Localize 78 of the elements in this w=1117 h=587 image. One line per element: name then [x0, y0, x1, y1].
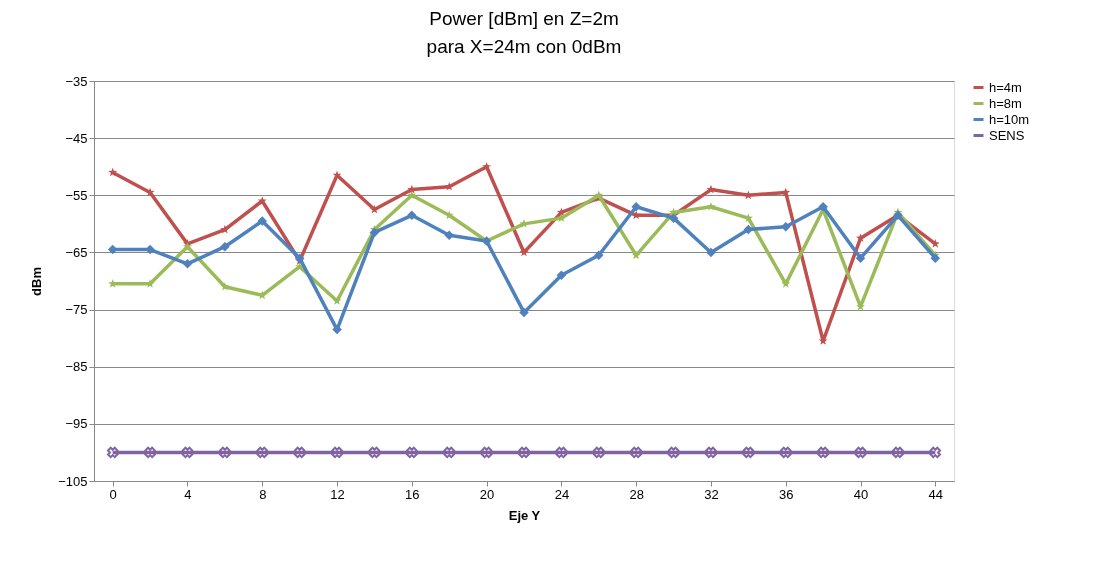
- legend-label: SENS: [989, 127, 1025, 143]
- x-tick-label: 8: [259, 486, 267, 502]
- point: [631, 201, 641, 212]
- y-tick-label: −85: [65, 359, 88, 375]
- point: [519, 247, 529, 257]
- x-axis-title: Eje Y: [508, 507, 541, 523]
- x-tick-label: 40: [853, 486, 869, 502]
- text: Power [dBm] en Z=2m: [429, 8, 619, 29]
- point: [144, 446, 156, 459]
- y-tick-label: −45: [65, 130, 88, 146]
- point: [220, 224, 230, 234]
- x-tick-label: 4: [184, 486, 192, 502]
- y-tick-label: −55: [65, 187, 88, 203]
- x-tick-label: 36: [779, 486, 794, 502]
- point: [930, 239, 940, 248]
- legend-label: h=8m: [989, 95, 1022, 111]
- point: [257, 196, 267, 205]
- point: [220, 281, 230, 291]
- x-tick-label: 24: [554, 486, 570, 502]
- y-tick-label: −35: [65, 73, 88, 89]
- point: [407, 210, 417, 221]
- point: [742, 446, 755, 459]
- point: [781, 279, 791, 288]
- y-tick-label: −75: [65, 302, 88, 318]
- point: [555, 446, 568, 459]
- point: [594, 250, 604, 261]
- point: [630, 446, 642, 459]
- point: [108, 167, 118, 177]
- point: [369, 204, 379, 214]
- point: [519, 307, 529, 318]
- x-tick-label: 0: [109, 486, 117, 502]
- point: [593, 446, 605, 459]
- point: [706, 201, 716, 211]
- x-tick-label: 20: [479, 486, 495, 502]
- point: [331, 446, 343, 459]
- point: [706, 184, 716, 194]
- point: [892, 446, 904, 459]
- point: [107, 446, 119, 459]
- point: [332, 170, 342, 180]
- point: [444, 230, 454, 241]
- point: [855, 253, 866, 263]
- point: [256, 446, 268, 459]
- point: [780, 446, 792, 459]
- x-tick-label: 32: [704, 486, 719, 502]
- point: [482, 161, 492, 171]
- point: [406, 446, 418, 459]
- point: [293, 446, 306, 459]
- point: [929, 446, 941, 459]
- point: [443, 446, 455, 459]
- y-tick-label: −95: [65, 416, 88, 432]
- point: [781, 221, 791, 232]
- point: [368, 446, 381, 459]
- point: [369, 227, 380, 238]
- x-tick-label: 28: [629, 486, 644, 502]
- y-axis-title: dBm: [29, 267, 45, 296]
- point: [480, 446, 493, 459]
- point: [518, 446, 530, 459]
- point: [667, 446, 680, 459]
- legend-label: h=10m: [989, 111, 1030, 127]
- point: [706, 247, 716, 258]
- point: [556, 270, 567, 281]
- point: [257, 216, 267, 226]
- point: [181, 446, 194, 459]
- y-tick-label: −65: [65, 244, 88, 260]
- point: [781, 187, 791, 197]
- y-tick-label: −105: [58, 473, 88, 489]
- point: [705, 446, 717, 459]
- x-tick-label: 44: [928, 486, 944, 502]
- point: [182, 259, 193, 269]
- point: [220, 241, 230, 252]
- point: [332, 296, 342, 305]
- point: [817, 446, 829, 459]
- point: [219, 446, 231, 459]
- x-tick-label: 12: [330, 486, 345, 502]
- legend-label: h=4m: [989, 79, 1022, 95]
- point: [854, 446, 867, 459]
- x-tick-label: 16: [405, 486, 420, 502]
- text: para X=24m con 0dBm: [426, 36, 622, 57]
